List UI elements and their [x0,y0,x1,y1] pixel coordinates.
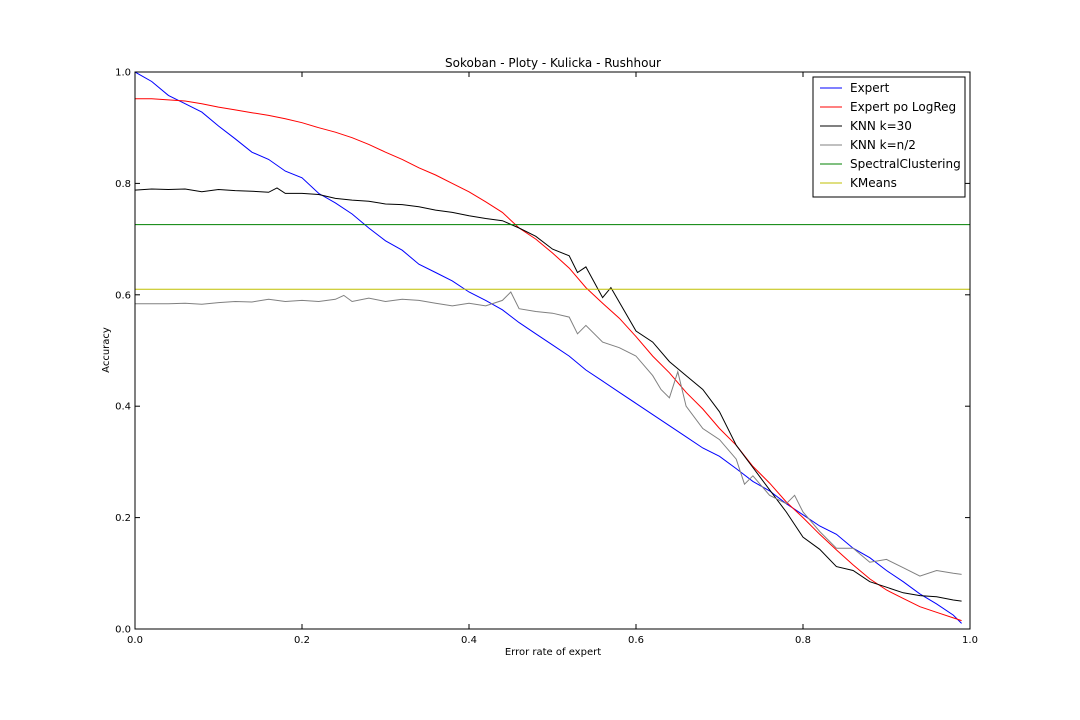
y-tick-label: 0.6 [115,290,131,301]
y-tick-label: 0.0 [115,625,131,636]
plot-frame [134,71,971,630]
series-line-0 [135,72,962,624]
x-axis: 0.0 0.2 0.4 0.6 0.8 1.0 [127,72,978,646]
legend-label: SpectralClustering [850,157,961,171]
y-axis-title: Accuracy [101,327,112,373]
legend-label: Expert [850,81,890,95]
x-tick-label: 1.0 [962,635,978,646]
legend: Expert Expert po LogReg KNN k=30 KNN k=n/2 S… [812,76,966,198]
plot-area [134,71,971,630]
x-tick-label: 0.2 [294,635,310,646]
x-axis-title: Error rate of expert [505,647,601,658]
series-line-1 [135,98,962,622]
legend-label: KNN k=n/2 [850,138,916,152]
chart-title: Sokoban - Ploty - Kulicka - Rushhour [445,56,661,70]
y-axis: 0.0 0.2 0.4 0.6 0.8 1.0 [115,68,970,636]
x-tick-label: 0.8 [795,635,811,646]
y-tick-label: 0.4 [115,402,131,413]
x-tick-label: 0.4 [461,635,477,646]
y-tick-label: 0.8 [115,179,131,190]
legend-label: KNN k=30 [850,119,912,133]
legend-label: KMeans [850,176,897,190]
legend-box [812,76,966,198]
y-tick-label: 0.2 [115,513,131,524]
series-line-2 [135,187,962,602]
x-tick-label: 0.6 [628,635,644,646]
legend-label: Expert po LogReg [850,100,956,114]
y-tick-label: 1.0 [115,68,131,79]
x-tick-label: 0.0 [127,635,143,646]
series-line-3 [135,291,962,577]
